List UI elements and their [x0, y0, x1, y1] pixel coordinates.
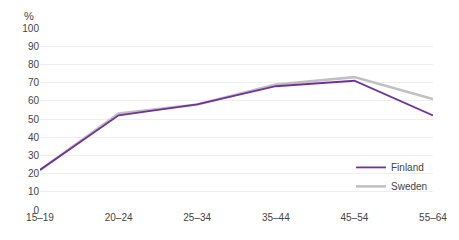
svg-text:0: 0 — [33, 205, 39, 216]
svg-text:40: 40 — [28, 132, 40, 143]
svg-text:45–54: 45–54 — [340, 212, 368, 223]
svg-text:100: 100 — [22, 23, 39, 34]
svg-text:90: 90 — [28, 41, 40, 52]
svg-text:20: 20 — [28, 168, 40, 179]
svg-text:80: 80 — [28, 59, 40, 70]
svg-text:60: 60 — [28, 95, 40, 106]
svg-text:55–64: 55–64 — [419, 212, 447, 223]
svg-text:30: 30 — [28, 150, 40, 161]
svg-text:%: % — [24, 10, 34, 22]
svg-text:Finland: Finland — [391, 162, 424, 173]
svg-text:35–44: 35–44 — [262, 212, 290, 223]
svg-text:15–19: 15–19 — [26, 212, 54, 223]
svg-text:25–34: 25–34 — [183, 212, 211, 223]
svg-text:10: 10 — [28, 186, 40, 197]
svg-text:20–24: 20–24 — [105, 212, 133, 223]
svg-text:Sweden: Sweden — [391, 181, 427, 192]
svg-text:70: 70 — [28, 77, 40, 88]
svg-text:50: 50 — [28, 114, 40, 125]
